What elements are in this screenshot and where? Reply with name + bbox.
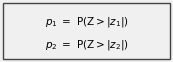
Text: $\mathit{p}_{\mathit{2}}\ =\ \mathrm{P}(\mathrm{Z}{>}|z_2|)$: $\mathit{p}_{\mathit{2}}\ =\ \mathrm{P}(… [45,38,128,52]
Text: $\mathit{p}_{\mathit{1}}\ =\ \mathrm{P}(\mathrm{Z}{>}|z_1|)$: $\mathit{p}_{\mathit{1}}\ =\ \mathrm{P}(… [45,15,128,29]
FancyBboxPatch shape [3,3,170,59]
